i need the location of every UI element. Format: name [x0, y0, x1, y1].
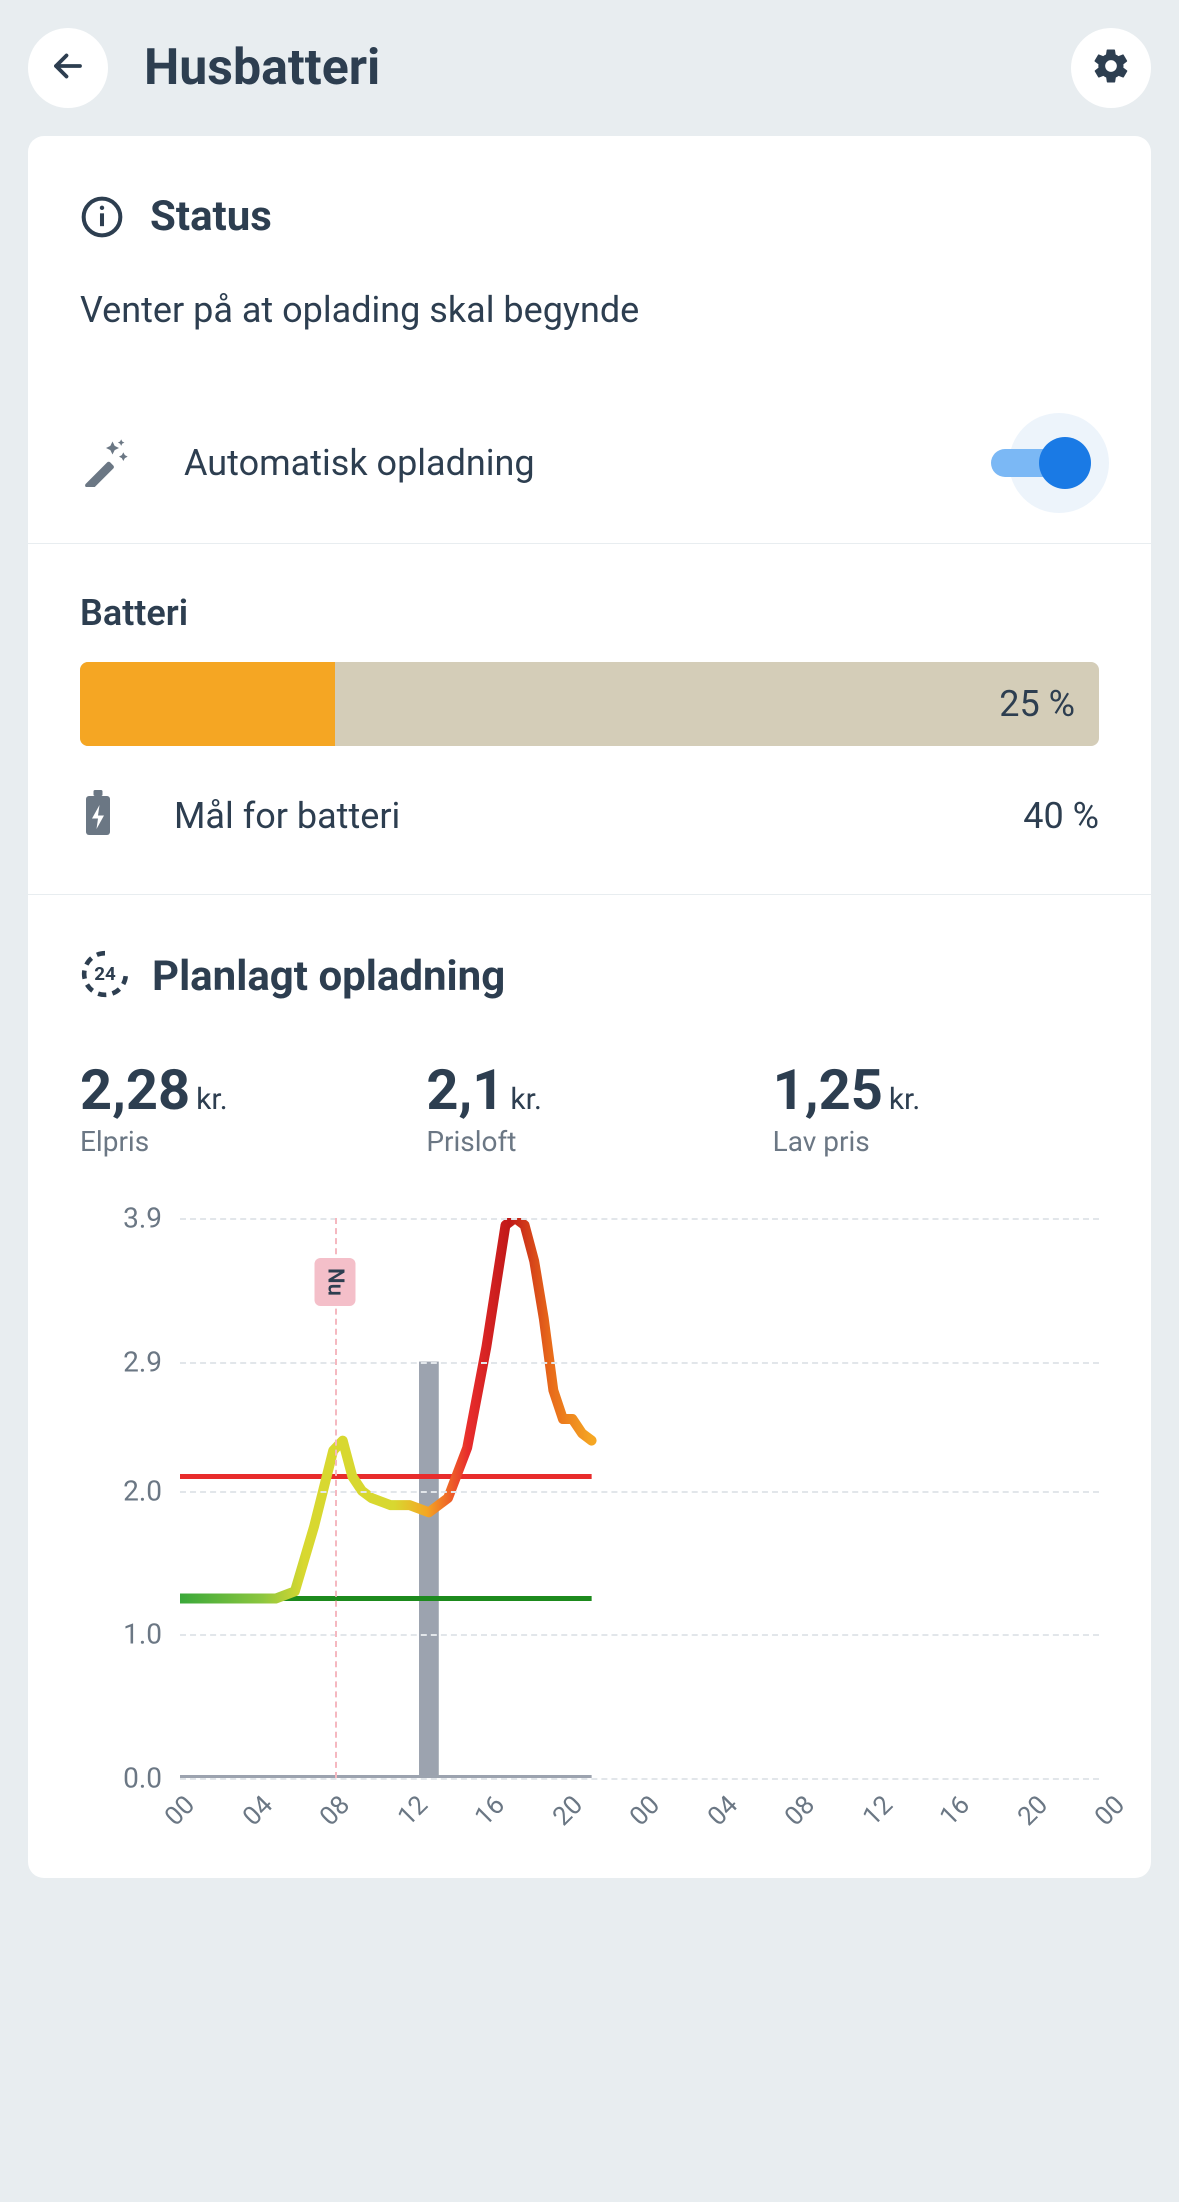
x-axis-label: 16	[469, 1790, 511, 1832]
auto-charge-label: Automatisk opladning	[184, 442, 939, 484]
price-unit: kr.	[196, 1082, 227, 1117]
y-axis-label: 3.9	[123, 1202, 162, 1235]
battery-percent: 25 %	[999, 683, 1075, 725]
main-card: Status Venter på at oplading skal begynd…	[28, 136, 1151, 1878]
x-axis-label: 00	[159, 1790, 201, 1832]
price-elpris: 2,28kr. Elpris	[80, 1057, 406, 1158]
auto-charge-row: Automatisk opladning	[80, 403, 1099, 543]
x-axis-label: 08	[779, 1790, 821, 1832]
battery-bar: 25 %	[80, 662, 1099, 746]
battery-target-row[interactable]: Mål for batteri 40 %	[80, 746, 1099, 894]
x-axis-label: 20	[1012, 1790, 1054, 1832]
price-unit: kr.	[889, 1082, 920, 1117]
page-title: Husbatteri	[144, 39, 1035, 97]
y-axis-label: 2.9	[123, 1345, 162, 1378]
gridline	[180, 1778, 1099, 1780]
gridline	[180, 1491, 1099, 1493]
clock-24-icon: 24	[80, 949, 130, 1003]
x-axis-label: 16	[934, 1790, 976, 1832]
gridline	[180, 1218, 1099, 1220]
x-axis-label: 12	[392, 1790, 434, 1832]
settings-button[interactable]	[1071, 28, 1151, 108]
x-axis-label: 12	[857, 1790, 899, 1832]
battery-section: Batteri 25 % Mål for batteri 40 %	[80, 544, 1099, 894]
x-axis-label: 08	[314, 1790, 356, 1832]
battery-target-value: 40 %	[1023, 795, 1099, 837]
battery-title: Batteri	[80, 592, 1099, 634]
price-name: Elpris	[80, 1125, 406, 1158]
price-unit: kr.	[510, 1082, 541, 1117]
y-axis-label: 1.0	[123, 1618, 162, 1651]
x-axis-label: 00	[624, 1790, 666, 1832]
status-header: Status	[80, 192, 1099, 241]
price-value: 2,28	[80, 1057, 190, 1123]
battery-target-label: Mål for batteri	[174, 795, 965, 837]
price-row: 2,28kr. Elpris 2,1kr. Prisloft 1,25kr. L…	[80, 1057, 1099, 1158]
status-message: Venter på at oplading skal begynde	[80, 289, 1099, 331]
x-axis-label: 20	[547, 1790, 589, 1832]
price-value: 1,25	[773, 1057, 883, 1123]
x-axis-label: 04	[702, 1790, 744, 1832]
back-button[interactable]	[28, 28, 108, 108]
x-axis-label: 04	[237, 1790, 279, 1832]
auto-charge-toggle[interactable]	[991, 423, 1099, 503]
price-chart: 0.01.02.02.93.9 Nu 000408121620000408121…	[80, 1218, 1099, 1838]
svg-text:24: 24	[94, 963, 116, 985]
status-title: Status	[150, 192, 272, 241]
plan-header: 24 Planlagt opladning	[80, 949, 1099, 1003]
price-prisloft: 2,1kr. Prisloft	[426, 1057, 752, 1158]
wand-icon	[80, 435, 132, 491]
info-icon	[80, 195, 124, 239]
gear-icon	[1091, 46, 1131, 90]
price-name: Lav pris	[773, 1125, 1099, 1158]
battery-fill	[80, 662, 335, 746]
plan-title: Planlagt opladning	[152, 952, 505, 1001]
header: Husbatteri	[0, 0, 1179, 136]
price-value: 2,1	[426, 1057, 504, 1123]
price-lavpris: 1,25kr. Lav pris	[773, 1057, 1099, 1158]
x-axis-label: 00	[1089, 1790, 1131, 1832]
y-axis-label: 0.0	[123, 1762, 162, 1795]
plan-section: 24 Planlagt opladning 2,28kr. Elpris 2,1…	[80, 895, 1099, 1838]
y-axis-label: 2.0	[123, 1474, 162, 1507]
arrow-left-icon	[50, 48, 86, 88]
now-badge: Nu	[315, 1258, 356, 1306]
gridline	[180, 1634, 1099, 1636]
price-name: Prisloft	[426, 1125, 752, 1158]
gridline	[180, 1362, 1099, 1364]
battery-icon	[80, 790, 116, 842]
